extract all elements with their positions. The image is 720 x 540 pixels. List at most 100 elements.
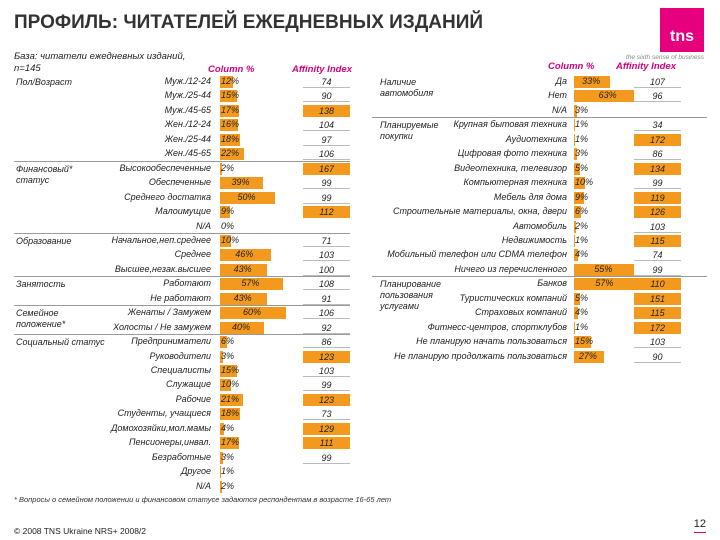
right-bar	[574, 177, 585, 190]
left-bar	[220, 234, 231, 247]
right-column-affinity-header: Affinity Index	[616, 61, 676, 72]
right-affinity-cell: 99	[634, 263, 681, 276]
right-affinity-cell: 90	[634, 350, 681, 363]
right-row-label: Мебель для дома	[493, 191, 567, 202]
right-group-label: Наличие автомобиля	[380, 77, 434, 98]
left-bar	[220, 133, 240, 146]
left-row-label: Муж./45-65	[164, 104, 211, 115]
left-affinity-cell: 103	[303, 365, 350, 377]
base-description: База: читатели ежедневных изданий, n=145	[14, 51, 214, 75]
left-column-affinity-header: Affinity Index	[292, 64, 352, 75]
left-affinity-cell: 99	[303, 379, 350, 392]
left-bar-pct-label: 12%	[221, 76, 240, 86]
left-row-label: Жен./12-24	[164, 119, 211, 130]
left-affinity-cell: 129	[303, 422, 350, 435]
left-bar-pct-label: 60%	[243, 307, 262, 318]
left-row-label: Пенсионеры,инвал.	[128, 437, 211, 448]
left-row-label: Муж./12-24	[164, 76, 211, 86]
right-row-label: Банков	[537, 278, 567, 289]
right-row-label: Крупная бытовая техника	[453, 119, 567, 130]
right-bar-pct-label: 2%	[575, 220, 589, 231]
left-bar	[220, 393, 244, 406]
left-bar-pct-label: 3%	[221, 350, 235, 361]
left-bar	[220, 408, 240, 421]
left-bar	[220, 191, 275, 204]
right-bar-pct-label: 4%	[575, 249, 589, 260]
right-bar-pct-label: 15%	[575, 336, 594, 347]
left-group-separator	[14, 232, 350, 234]
right-row-label: N/A	[551, 104, 567, 115]
left-bar-pct-label: 17%	[221, 104, 240, 115]
left-bar	[220, 206, 230, 219]
left-group-label: Социальный статус	[16, 337, 105, 348]
left-affinity-cell: 106	[303, 148, 350, 161]
page-number: 12	[693, 518, 706, 530]
left-affinity-cell: 106	[303, 307, 350, 320]
right-group-label: Планируемые покупки	[380, 120, 439, 142]
left-group-label: Финансовый* статус	[16, 163, 73, 185]
left-bar-pct-label: 39%	[231, 177, 250, 188]
left-bar	[220, 263, 268, 276]
right-affinity-cell: 103	[634, 220, 681, 233]
left-affinity-cell: 99	[303, 451, 350, 464]
left-affinity-cell: 111	[303, 437, 350, 450]
right-bar	[574, 191, 584, 204]
right-row-label: Не планирую продолжать пользоваться	[394, 350, 567, 361]
left-bar	[220, 466, 222, 479]
right-bar	[574, 162, 580, 175]
left-row-label: Жен./45-65	[164, 148, 211, 159]
right-affinity-cell: 126	[634, 206, 681, 219]
right-bar	[574, 133, 576, 146]
left-group-label: Образование	[16, 235, 72, 246]
base-line-2: n=145	[14, 63, 41, 74]
left-affinity-cell: 91	[303, 292, 350, 305]
left-bar-pct-label: 4%	[221, 422, 235, 433]
right-bar	[574, 104, 578, 117]
right-bar-pct-label: 5%	[575, 292, 589, 303]
page-number-accent	[694, 532, 706, 533]
left-row-label: Жен./25-44	[164, 133, 211, 144]
left-row-label: Женаты / Замужем	[127, 307, 211, 318]
right-row-label: Цифровая фото техника	[457, 148, 567, 159]
left-row-label: Другое	[181, 466, 211, 477]
left-bar-pct-label: 43%	[233, 292, 252, 303]
left-bar-pct-label: 21%	[221, 393, 240, 404]
right-bar-pct-label: 1%	[575, 133, 589, 144]
right-affinity-cell: 107	[634, 76, 681, 88]
right-bar	[574, 119, 576, 132]
right-affinity-cell: 86	[634, 148, 681, 161]
logo-text: tns	[670, 28, 694, 45]
left-bar	[220, 451, 224, 464]
left-affinity-cell: 112	[303, 206, 350, 219]
right-row-label: Видеотехника, телевизор	[454, 162, 567, 173]
left-row-label: Специалисты	[150, 365, 211, 375]
left-bar-pct-label: 9%	[221, 206, 235, 217]
left-bar-pct-label: 16%	[221, 119, 240, 130]
right-bar-pct-label: 63%	[598, 90, 617, 101]
right-row-label: Строительные материалы, окна, двери	[392, 206, 567, 217]
right-bar	[574, 292, 580, 305]
right-bar	[574, 76, 611, 88]
left-bar-pct-label: 0%	[221, 220, 235, 231]
right-bar-pct-label: 1%	[575, 234, 589, 245]
left-bar-pct-label: 22%	[221, 148, 240, 159]
right-bar-pct-label: 33%	[582, 76, 601, 86]
right-affinity-cell: 74	[634, 249, 681, 262]
right-bar-pct-label: 5%	[575, 162, 589, 173]
right-group-label: Планирование пользования услугами	[380, 279, 442, 312]
left-bar-pct-label: 10%	[221, 234, 240, 245]
left-bar	[220, 249, 271, 262]
left-row-label: Высшее,незак.высшее	[114, 263, 211, 274]
left-affinity-cell: 90	[303, 90, 350, 103]
right-affinity-cell: 96	[634, 90, 681, 103]
left-bar	[220, 177, 263, 190]
right-affinity-cell: 110	[634, 278, 681, 291]
page-title: ПРОФИЛЬ: ЧИТАТЕЛЕЙ ЕЖЕДНЕВНЫХ ИЗДАНИЙ	[14, 12, 484, 33]
left-row-label: N/A	[195, 480, 211, 491]
left-bar	[220, 321, 264, 334]
right-bar	[574, 220, 577, 233]
base-line-1: База: читатели ежедневных изданий,	[14, 51, 186, 62]
left-bar-pct-label: 6%	[221, 336, 235, 347]
left-affinity-cell: 123	[303, 350, 350, 363]
logo-tagline: the sixth sense of business	[625, 54, 704, 61]
